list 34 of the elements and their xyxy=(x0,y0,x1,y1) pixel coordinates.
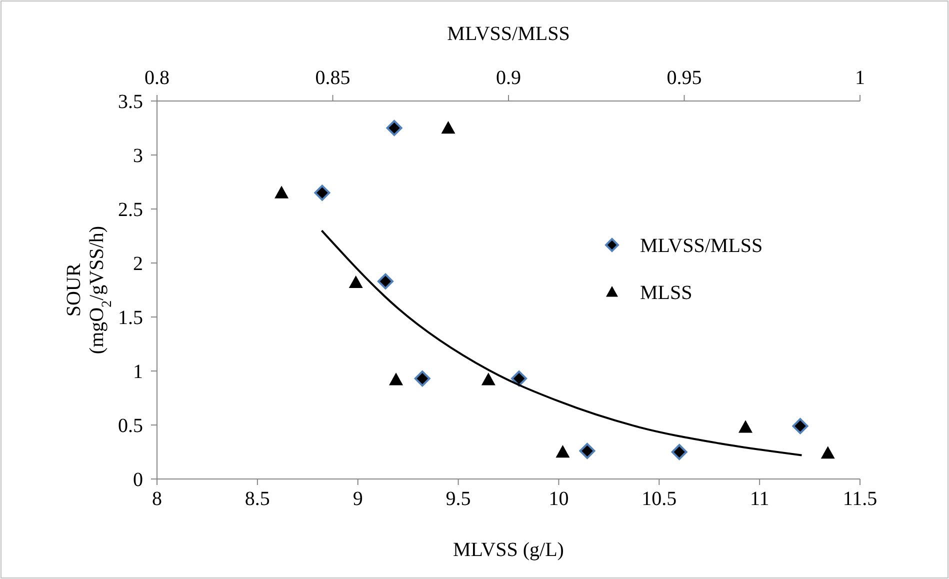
x-axis-title: MLVSS (g/L) xyxy=(453,539,564,561)
point xyxy=(481,372,496,386)
point xyxy=(556,445,570,458)
point xyxy=(274,186,289,198)
x-tick-label: 8 xyxy=(152,488,162,510)
x2-tick-label: 0.8 xyxy=(144,67,170,89)
x-tick-label: 9.5 xyxy=(446,488,471,510)
x2-tick-label: 0.9 xyxy=(496,67,521,89)
point xyxy=(441,121,456,134)
point xyxy=(348,275,363,288)
x2-tick-label: 1 xyxy=(855,67,865,89)
y-tick-label: 2 xyxy=(133,253,143,275)
legend-label: MLVSS/MLSS xyxy=(640,235,763,257)
x-tick-label: 9 xyxy=(352,488,363,510)
legend-label: MLSS xyxy=(640,282,692,304)
y-tick-label: 2.5 xyxy=(118,199,143,221)
line-series xyxy=(320,230,803,456)
point xyxy=(820,446,835,459)
y-tick-label: 1 xyxy=(133,361,143,383)
x2-tick-label: 0.95 xyxy=(666,67,702,89)
point xyxy=(738,420,753,433)
y-tick-label: 0.5 xyxy=(118,415,143,437)
y-tick-label: 3 xyxy=(133,145,143,167)
x-tick-label: 10 xyxy=(548,488,569,510)
y-tick-label: 3.5 xyxy=(118,91,143,113)
x-tick-label: 8.5 xyxy=(244,488,270,510)
x2-axis-title: MLVSS/MLSS xyxy=(447,23,570,45)
x2-tick-label: 0.85 xyxy=(315,67,350,89)
x-tick-label: 11.5 xyxy=(842,488,878,510)
y-tick-label: 0 xyxy=(133,469,143,491)
point xyxy=(389,372,404,386)
x-tick-label: 10.5 xyxy=(642,488,677,510)
x-tick-label: 11 xyxy=(750,488,770,510)
y-tick-label: 1.5 xyxy=(118,307,143,329)
